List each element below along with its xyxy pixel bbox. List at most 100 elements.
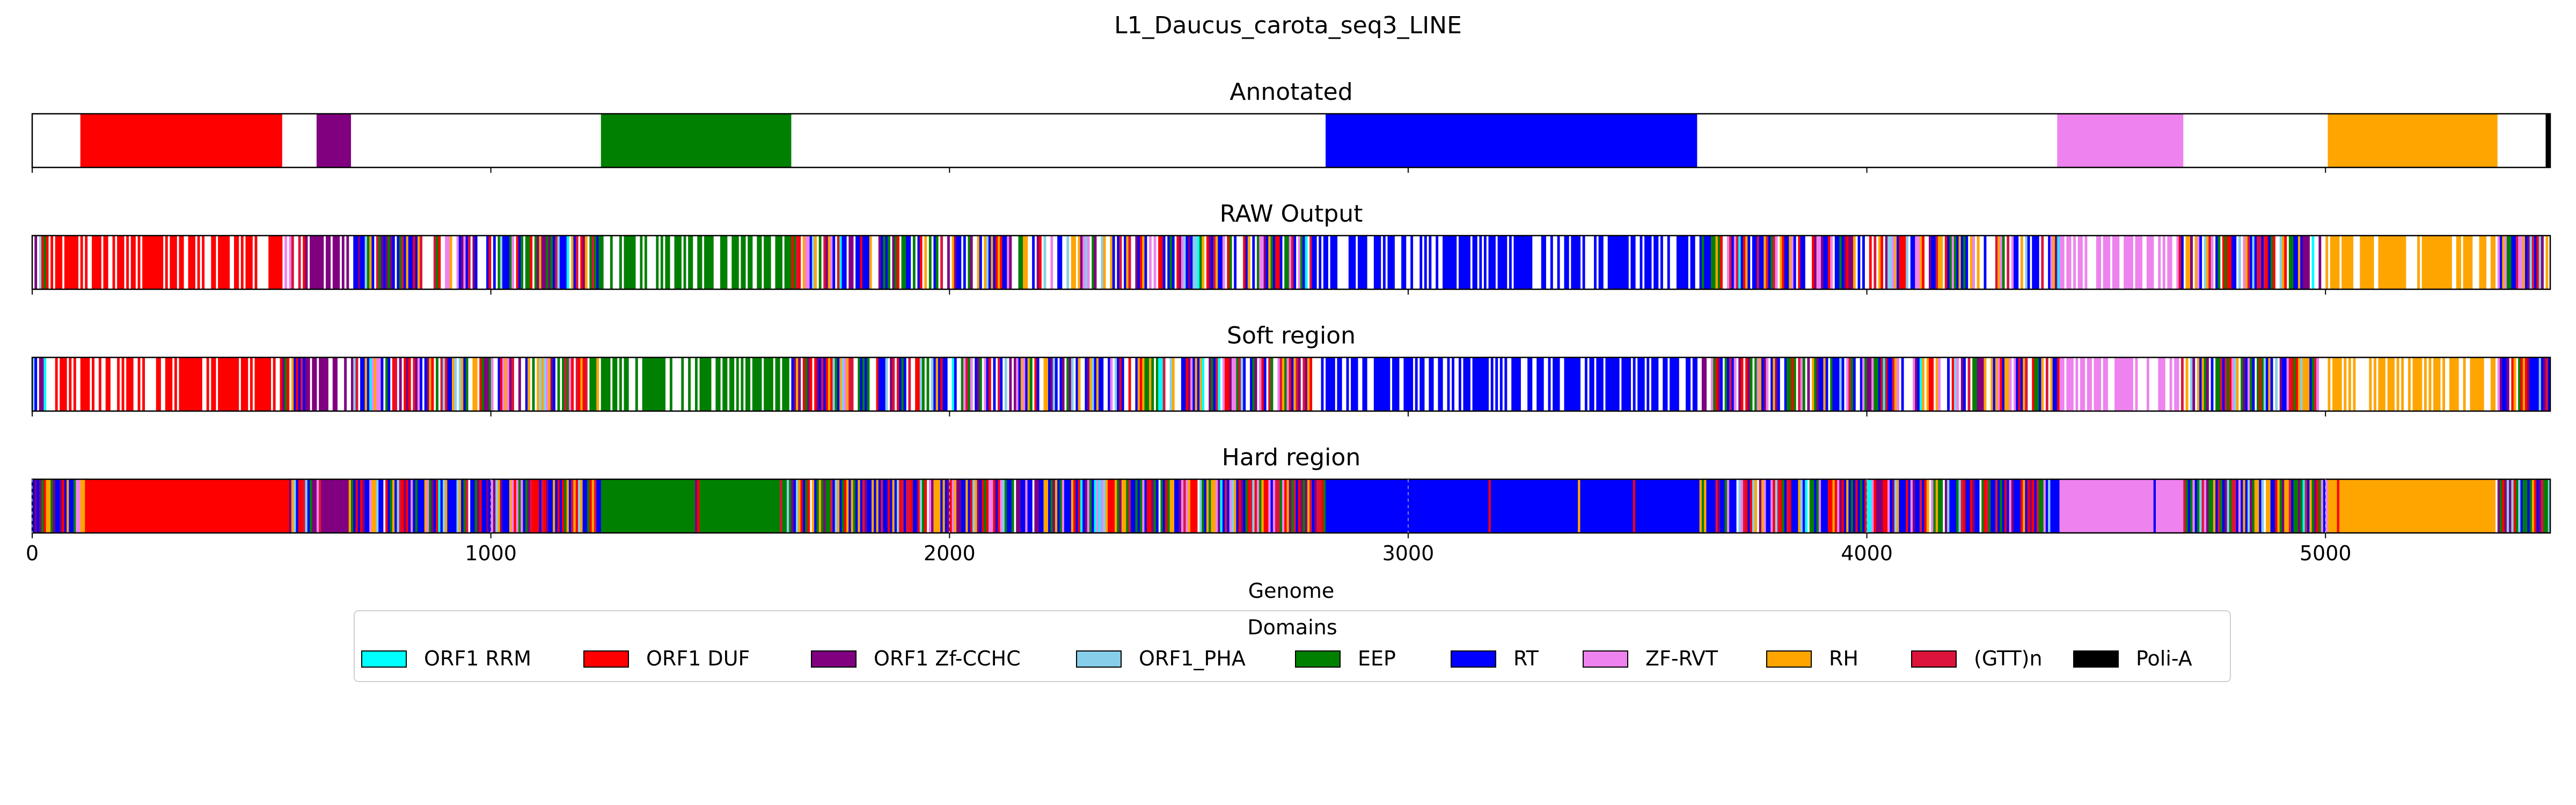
position-mark xyxy=(1209,236,1212,289)
position-mark xyxy=(1878,236,1881,289)
position-mark xyxy=(1296,479,1299,533)
position-mark xyxy=(1525,479,1528,533)
position-mark xyxy=(743,479,746,533)
position-mark xyxy=(1479,357,1482,411)
position-mark xyxy=(809,236,813,289)
position-mark xyxy=(69,236,72,289)
position-mark xyxy=(1023,357,1026,411)
position-mark xyxy=(518,479,521,533)
position-mark xyxy=(1124,479,1126,533)
position-mark xyxy=(928,236,932,289)
position-mark xyxy=(360,236,363,289)
position-mark xyxy=(1600,357,1604,411)
position-mark xyxy=(350,357,354,411)
position-mark xyxy=(841,236,845,289)
position-mark xyxy=(729,357,732,411)
position-mark xyxy=(2077,236,2081,289)
position-mark xyxy=(848,236,852,289)
position-mark xyxy=(188,479,191,533)
position-mark xyxy=(1403,357,1407,411)
position-mark xyxy=(688,479,691,533)
position-mark xyxy=(1984,357,1987,411)
segment-rh xyxy=(2328,114,2498,167)
position-mark xyxy=(688,236,691,289)
position-mark xyxy=(855,236,858,289)
position-mark xyxy=(814,479,817,533)
position-mark xyxy=(1915,357,1918,411)
position-mark xyxy=(2096,357,2099,411)
position-mark xyxy=(1007,479,1009,533)
legend-title: Domains xyxy=(1247,616,1337,639)
position-mark xyxy=(1410,236,1414,289)
position-mark xyxy=(1243,236,1246,289)
position-mark xyxy=(1979,357,1982,411)
position-mark xyxy=(1440,357,1443,411)
position-mark xyxy=(1609,479,1613,533)
position-mark xyxy=(1848,479,1851,533)
position-mark xyxy=(1222,479,1225,533)
position-mark xyxy=(1192,357,1196,411)
position-mark xyxy=(1382,479,1386,533)
position-mark xyxy=(1215,357,1218,411)
position-mark xyxy=(1731,479,1735,533)
position-mark xyxy=(2206,236,2209,289)
position-mark xyxy=(1169,479,1173,533)
position-mark xyxy=(2220,357,2223,411)
position-mark xyxy=(1997,236,2001,289)
position-mark xyxy=(1963,479,1966,533)
position-mark xyxy=(814,357,817,411)
position-mark xyxy=(1355,479,1358,533)
position-mark xyxy=(1270,357,1274,411)
position-mark xyxy=(571,357,574,411)
position-mark xyxy=(1711,236,1714,289)
position-mark xyxy=(332,236,335,289)
position-mark xyxy=(968,357,971,411)
position-mark xyxy=(1296,357,1299,411)
position-mark xyxy=(69,479,72,533)
position-mark xyxy=(715,357,719,411)
position-mark xyxy=(1688,357,1691,411)
position-mark xyxy=(2465,236,2468,289)
position-mark xyxy=(1490,479,1494,533)
position-mark xyxy=(860,357,863,411)
position-mark xyxy=(1199,357,1202,411)
position-mark xyxy=(2408,357,2411,411)
position-mark xyxy=(2213,479,2216,533)
position-mark xyxy=(1814,236,1817,289)
position-mark xyxy=(73,236,76,289)
position-mark xyxy=(305,479,308,533)
position-mark xyxy=(610,479,613,533)
position-mark xyxy=(736,357,739,411)
position-mark xyxy=(355,357,358,411)
position-mark xyxy=(1252,236,1255,289)
position-mark xyxy=(2344,236,2347,289)
position-mark xyxy=(486,357,489,411)
position-mark xyxy=(2183,479,2186,533)
position-mark xyxy=(1371,479,1374,533)
position-mark xyxy=(1910,236,1913,289)
position-mark xyxy=(915,357,918,411)
position-mark xyxy=(456,236,459,289)
position-mark xyxy=(2261,236,2264,289)
position-mark xyxy=(998,236,1000,289)
position-mark xyxy=(823,236,826,289)
position-mark xyxy=(748,357,751,411)
position-mark xyxy=(1298,236,1301,289)
legend-label: ORF1 RRM xyxy=(424,647,531,670)
position-mark xyxy=(1915,479,1918,533)
position-mark xyxy=(1539,357,1542,411)
position-mark xyxy=(2045,357,2048,411)
position-mark xyxy=(1231,357,1234,411)
position-mark xyxy=(1149,236,1152,289)
position-mark xyxy=(1775,479,1778,533)
position-mark xyxy=(1259,236,1262,289)
position-mark xyxy=(1463,357,1466,411)
position-mark xyxy=(1302,236,1306,289)
position-mark xyxy=(1479,479,1482,533)
position-mark xyxy=(660,236,663,289)
position-mark xyxy=(268,236,272,289)
position-mark xyxy=(137,236,141,289)
position-mark xyxy=(1793,479,1796,533)
position-mark xyxy=(1867,479,1870,533)
position-mark xyxy=(1036,236,1040,289)
